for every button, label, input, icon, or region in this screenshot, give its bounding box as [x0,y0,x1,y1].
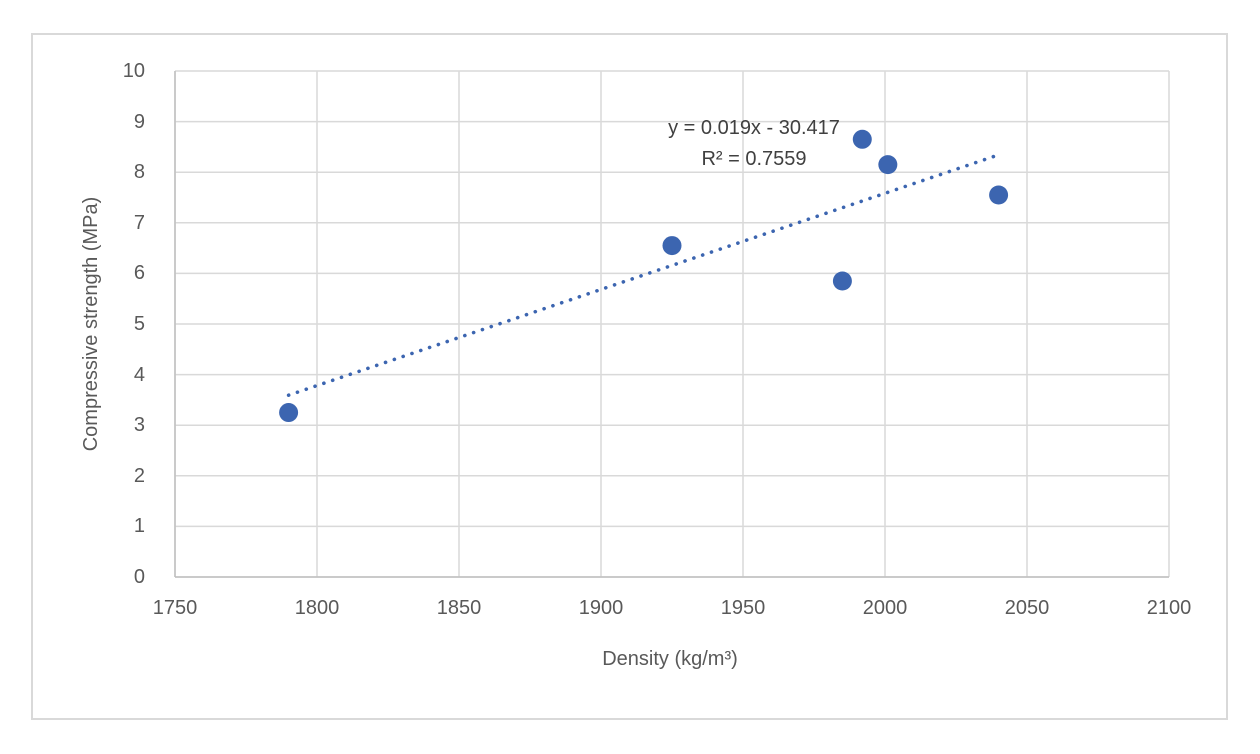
y-tick-label-5: 5 [133,313,145,335]
x-axis-title: Density (kg/m³) [602,648,738,670]
x-tick-label-3: 1900 [578,597,624,619]
trendline-equation: y = 0.019x - 30.417 [668,117,840,139]
trendline-label: y = 0.019x - 30.417 R² = 0.7559 [574,113,934,175]
data-point-1 [662,236,682,256]
data-point-4 [878,155,898,175]
trendline [286,153,1001,397]
y-tick-label-9: 9 [133,110,145,133]
y-tick-label-7: 7 [133,211,145,234]
chart-area[interactable]: Compressive strength (MPa) Density (kg/m… [31,33,1228,720]
data-point-2 [832,271,852,291]
y-tick-label-3: 3 [133,414,145,437]
y-tick-label-10: 10 [122,60,145,82]
y-tick-label-2: 2 [133,464,145,487]
scatter-plot [174,70,1170,578]
x-tick-label-5: 2000 [862,597,908,619]
data-point-0 [279,403,299,423]
x-tick-label-0: 1750 [152,597,198,619]
x-tick-label-2: 1850 [436,597,482,619]
x-tick-label-4: 1950 [720,597,766,619]
y-tick-label-4: 4 [133,363,145,386]
data-point-5 [989,185,1009,205]
x-tick-label-7: 2100 [1146,597,1192,619]
y-tick-label-8: 8 [133,161,145,184]
y-tick-label-1: 1 [133,515,145,538]
y-tick-label-6: 6 [133,262,145,285]
x-tick-label-1: 1800 [294,597,340,619]
trendline-r-squared: R² = 0.7559 [701,148,807,170]
y-tick-label-0: 0 [133,566,145,588]
data-point-3 [852,129,872,149]
x-tick-label-6: 2050 [1004,597,1050,619]
